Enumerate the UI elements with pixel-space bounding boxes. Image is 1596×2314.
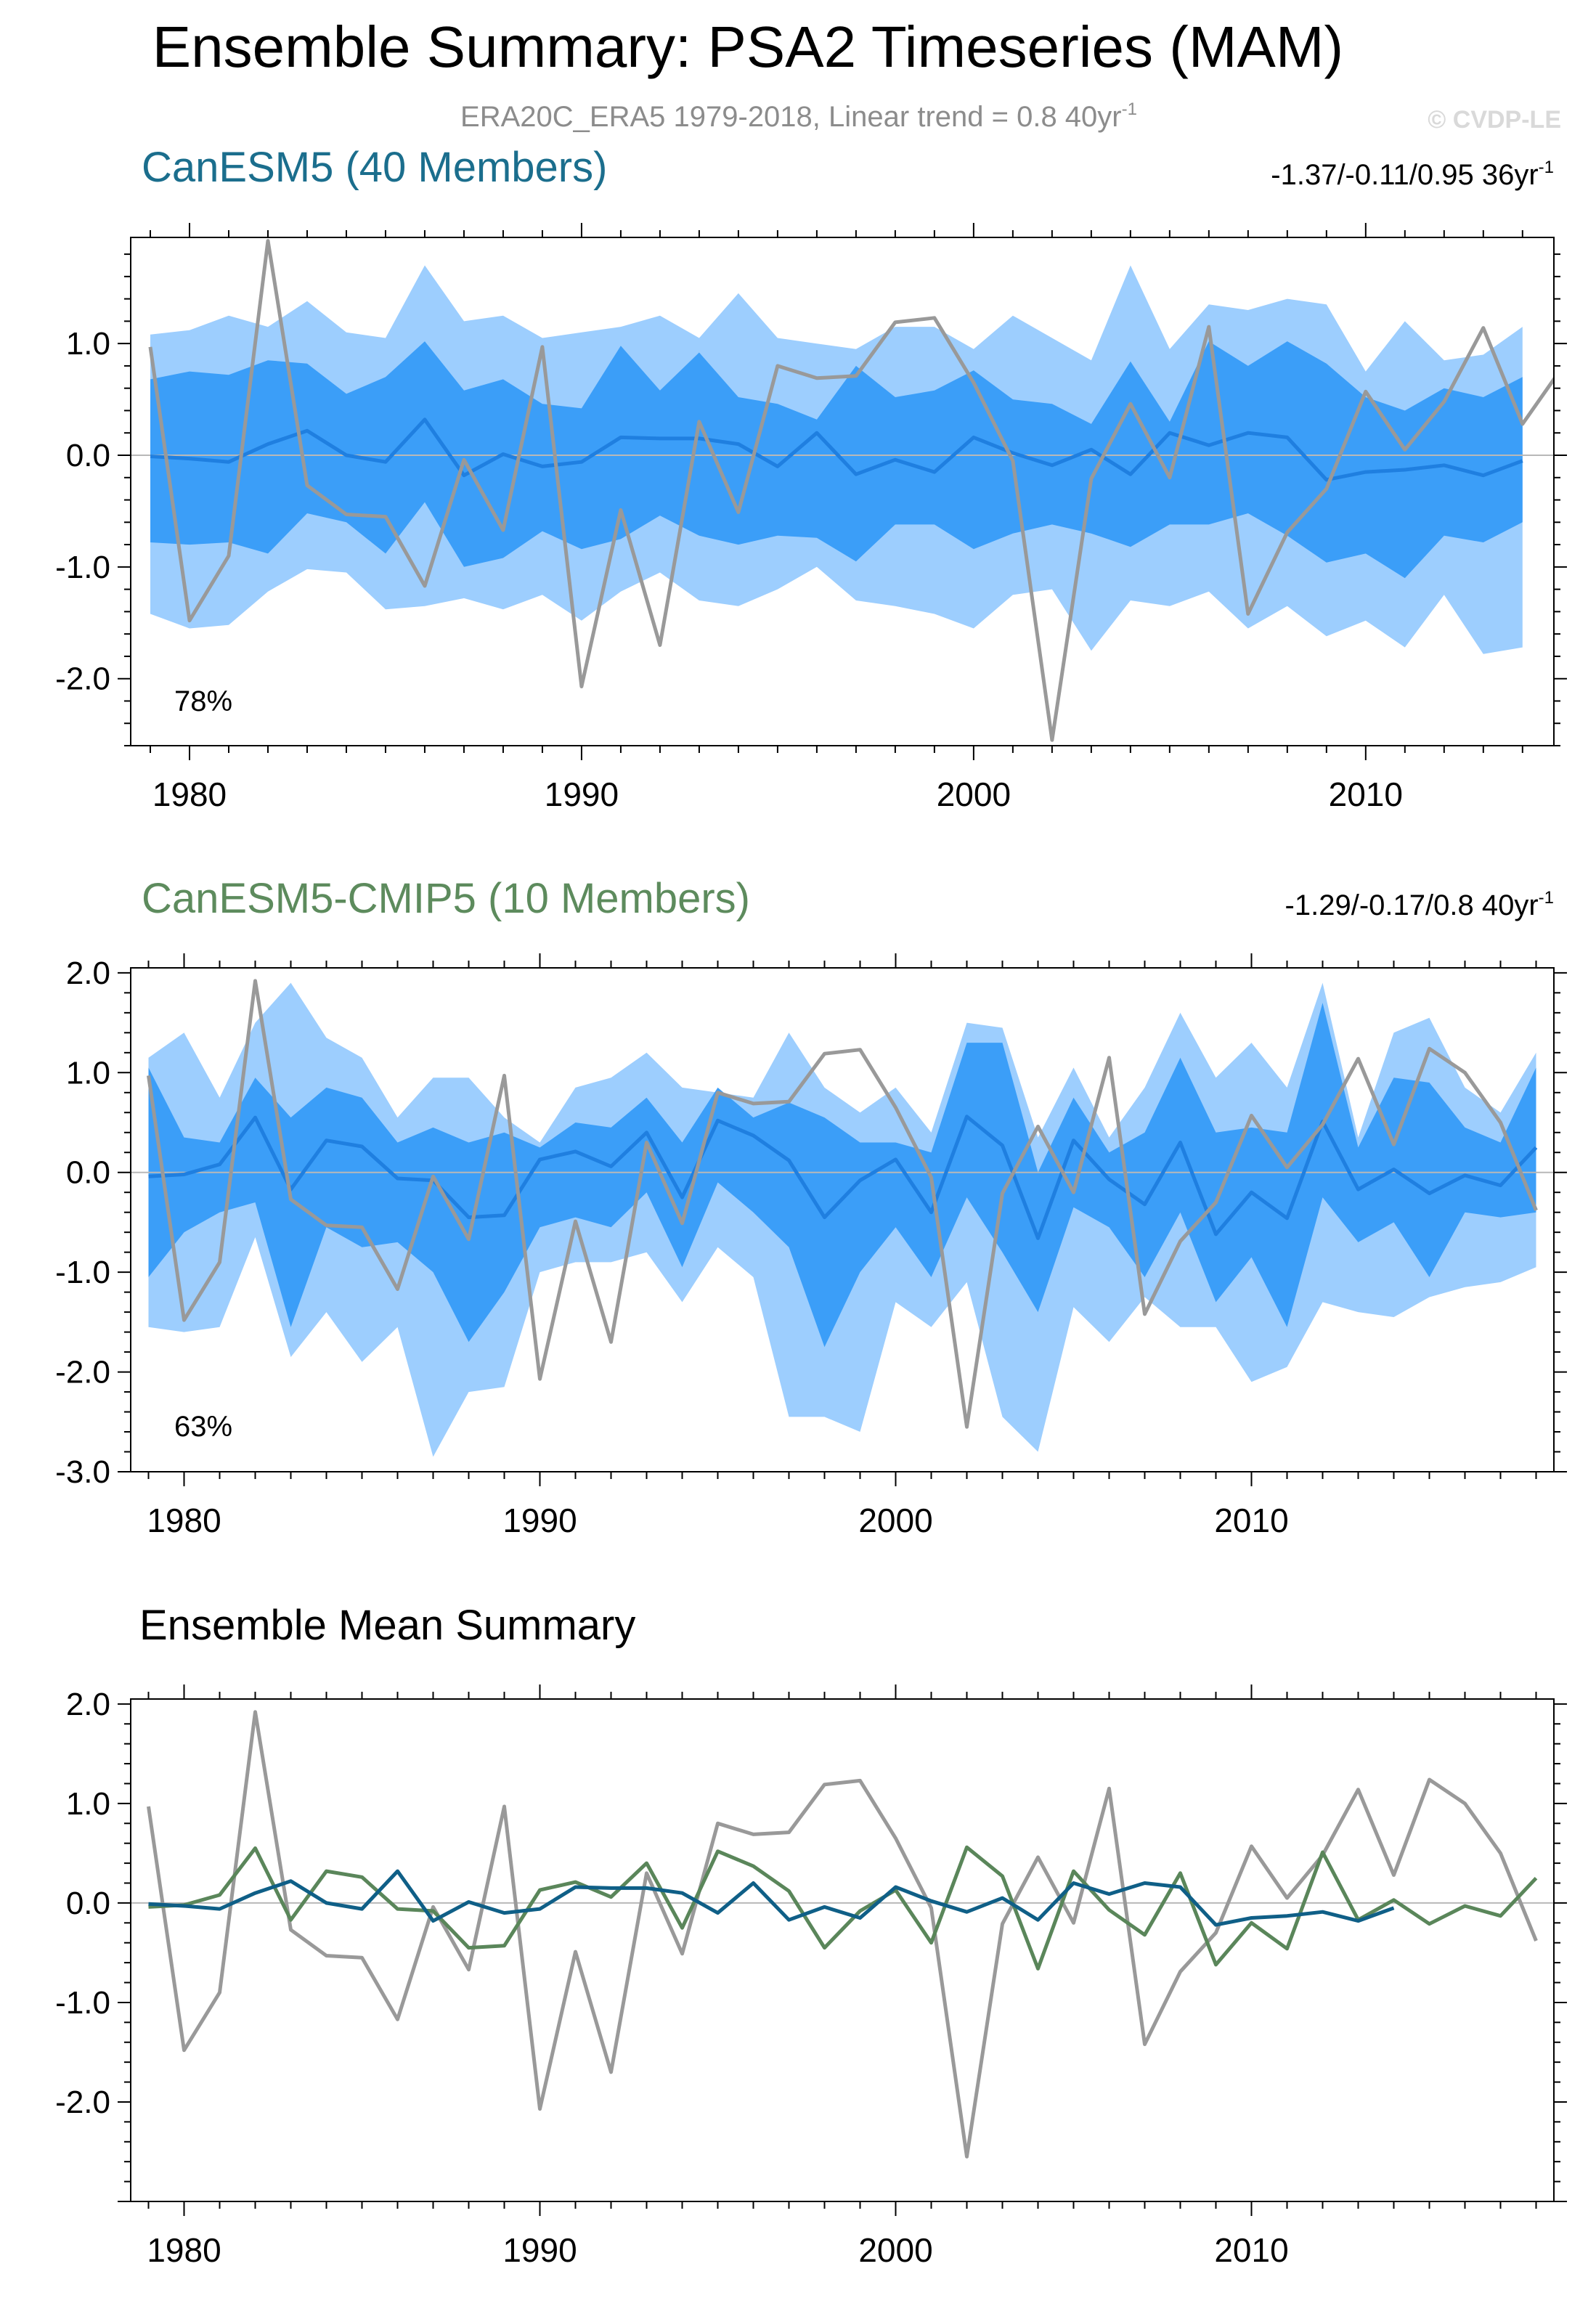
x-tick-label: 1980 <box>152 775 227 813</box>
figure-subtitle-exp: -1 <box>1122 99 1137 119</box>
y-tick-label: -1.0 <box>55 550 110 585</box>
percent-label: 78% <box>174 685 232 717</box>
trend-label: -1.29/-0.17/0.8 40yr-1 <box>1285 888 1554 921</box>
x-tick-label: 1980 <box>147 1502 221 1539</box>
y-tick-label: -2.0 <box>55 661 110 697</box>
plot-frame <box>130 967 1555 1472</box>
y-tick-label: -1.0 <box>55 1985 110 2021</box>
watermark: © CVDP-LE <box>1428 106 1561 134</box>
ensemble-iqr-band <box>150 341 1523 579</box>
panel-canesm5: CanESM5 (40 Members) -1.37/-0.11/0.95 36… <box>55 144 1567 813</box>
x-tick-label: 1990 <box>545 775 619 813</box>
y-tick-label: -2.0 <box>55 2085 110 2120</box>
plot-content <box>131 979 1554 1457</box>
y-tick-label: 2.0 <box>66 956 110 991</box>
x-tick-label: 2010 <box>1214 2231 1288 2269</box>
plot-area: 2.0 1.0 0.0 -1.0 -2.0 -3.0 1980 1990 2000 2010 <box>55 953 1567 1539</box>
panel-canesm5-cmip5: CanESM5-CMIP5 (10 Members) -1.29/-0.17/0… <box>55 875 1567 1539</box>
y-tick-label: 1.0 <box>66 1055 110 1091</box>
y-tick-label: 0.0 <box>66 1886 110 1921</box>
cmip5-mean-line <box>148 1845 1538 1971</box>
y-tick-label: 1.0 <box>66 1786 110 1822</box>
plot-content <box>131 239 1554 742</box>
y-tick-label: 0.0 <box>66 438 110 473</box>
plot-content <box>131 1710 1554 2159</box>
ensemble-mean-line <box>148 1115 1538 1240</box>
x-tick-label: 2010 <box>1329 775 1403 813</box>
x-tick-label: 1990 <box>502 1502 577 1539</box>
trend-label: -1.37/-0.11/0.95 36yr-1 <box>1271 158 1554 191</box>
x-tick-label: 2000 <box>858 2231 932 2269</box>
panel-title: CanESM5-CMIP5 (10 Members) <box>142 875 750 922</box>
figure-subtitle: ERA20C_ERA5 1979-2018, Linear trend = 0.… <box>460 99 1137 133</box>
y-tick-label: -3.0 <box>55 1454 110 1490</box>
x-tick-label: 1980 <box>147 2231 221 2269</box>
y-tick-label: 2.0 <box>66 1687 110 1722</box>
ensemble-iqr-band <box>148 1003 1536 1348</box>
x-tick-label: 2000 <box>937 775 1011 813</box>
ensemble-mean-line <box>150 417 1523 482</box>
y-tick-label: 0.0 <box>66 1155 110 1191</box>
x-tick-label: 2000 <box>858 1502 932 1539</box>
x-tick-label: 2010 <box>1214 1502 1288 1539</box>
observed-line <box>147 979 1538 1429</box>
figure-title: Ensemble Summary: PSA2 Timeseries (MAM) <box>152 15 1343 79</box>
plot-area: 2.0 1.0 0.0 -1.0 -2.0 1980 1990 2000 2010 <box>55 1684 1567 2269</box>
y-tick-label: -1.0 <box>55 1255 110 1290</box>
percent-label: 63% <box>174 1411 232 1443</box>
figure-subtitle-text: ERA20C_ERA5 1979-2018, Linear trend = 0.… <box>460 101 1122 133</box>
panel-title: CanESM5 (40 Members) <box>142 144 607 191</box>
plot-frame <box>130 237 1555 746</box>
panel-title: Ensemble Mean Summary <box>139 1602 635 1649</box>
observed-line <box>147 1710 1538 2159</box>
canesm5-mean-line <box>148 1869 1395 1927</box>
y-tick-label: 1.0 <box>66 326 110 362</box>
plot-area: 1.0 0.0 -1.0 -2.0 1980 1990 2000 2010 <box>55 223 1567 813</box>
panel-ensemble-mean: Ensemble Mean Summary 2.0 1.0 0.0 -1.0 -2.0 1… <box>55 1602 1567 2269</box>
observed-line <box>148 239 1554 742</box>
plot-frame <box>130 1698 1555 2202</box>
y-tick-label: -2.0 <box>55 1355 110 1390</box>
x-tick-label: 1990 <box>502 2231 577 2269</box>
